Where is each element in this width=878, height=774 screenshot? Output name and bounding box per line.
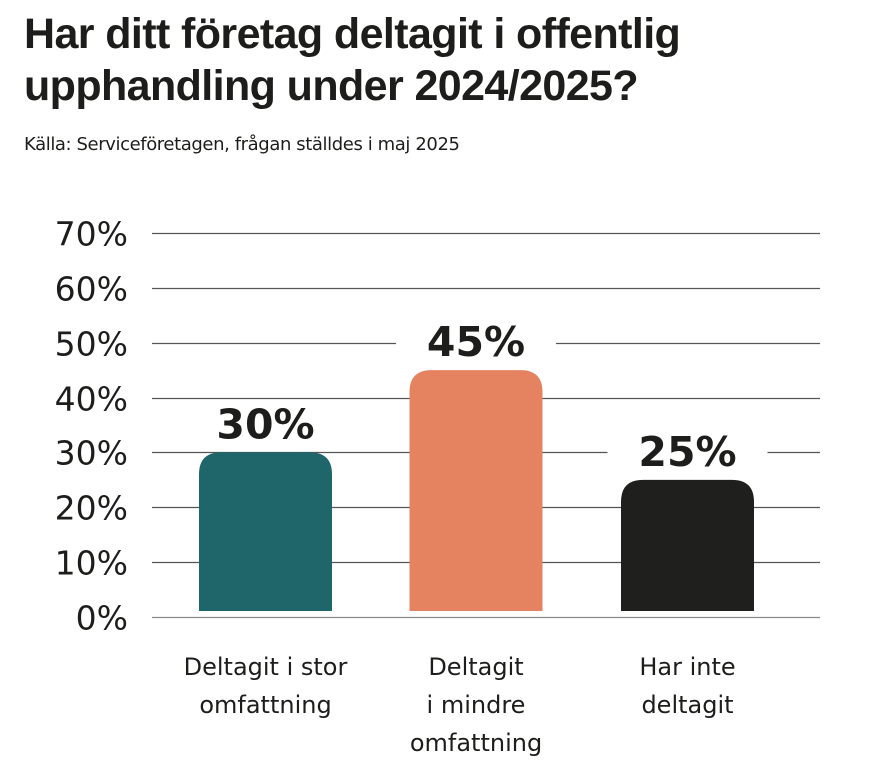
x-tick-label: i mindre: [427, 691, 526, 719]
bars: [199, 370, 754, 611]
x-tick-label: Deltagit i stor: [184, 653, 348, 681]
value-label-background: [185, 402, 346, 447]
x-tick-label: omfattning: [410, 729, 542, 757]
y-tick-label: 10%: [55, 544, 128, 583]
y-tick-label: 0%: [76, 599, 128, 638]
value-label-background: [607, 429, 768, 474]
value-label-background: [396, 320, 556, 365]
chart-title: Har ditt företag deltagit i offentlig up…: [24, 10, 681, 110]
y-tick-label: 50%: [55, 325, 128, 364]
x-axis-labels: Deltagit i stor omfattning Deltagit i mindr…: [184, 653, 736, 757]
y-tick-label: 20%: [55, 489, 128, 528]
x-tick-label: Har inte: [639, 653, 735, 681]
y-tick-label: 70%: [55, 215, 128, 254]
bar: [199, 452, 332, 611]
bar: [621, 479, 754, 611]
chart-source: Källa: Serviceföretagen, frågan ställdes…: [24, 134, 460, 155]
y-tick-label: 60%: [55, 270, 128, 309]
y-axis-ticks: 0% 10% 20% 30% 40% 50% 60% 70%: [55, 215, 128, 638]
bar: [409, 370, 543, 611]
value-labels: 30% 45% 25%: [185, 318, 768, 476]
value-label: 25%: [638, 428, 736, 476]
value-label: 30%: [216, 400, 314, 448]
value-label: 45%: [427, 318, 525, 366]
y-tick-label: 40%: [55, 380, 128, 419]
y-tick-label: 30%: [55, 434, 128, 473]
x-tick-label: Deltagit: [428, 653, 523, 681]
x-tick-label: omfattning: [199, 691, 331, 719]
x-tick-label: deltagit: [641, 691, 733, 719]
